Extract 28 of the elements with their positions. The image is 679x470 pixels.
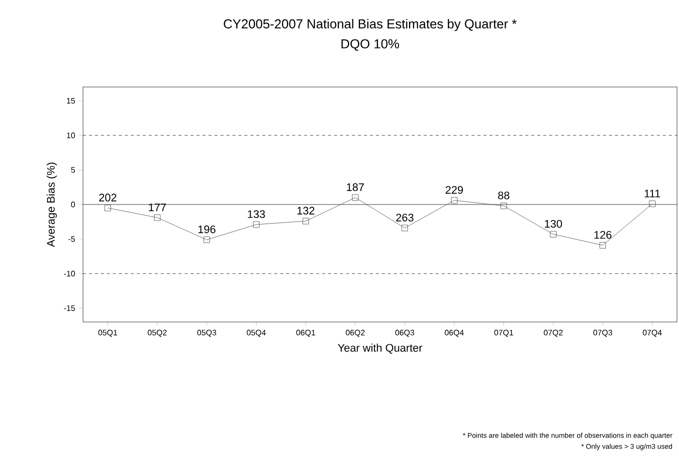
annotation: 263 (396, 214, 414, 222)
point (104, 204, 111, 212)
point (600, 242, 606, 248)
annotation: 229 (446, 186, 463, 194)
point (302, 218, 309, 224)
x-axis-title: Year with Quarter (338, 344, 422, 354)
point (204, 236, 210, 243)
annotation: 88 (498, 192, 510, 200)
chart-title: CY2005-2007 National Bias Estimates by Quarter * (224, 18, 517, 32)
annotation: 126 (594, 231, 612, 239)
annotation: 177 (148, 204, 166, 212)
annotation: 187 (346, 183, 364, 192)
annotation: 202 (99, 194, 116, 202)
y-axis-title: Average Bias (%) (46, 162, 57, 248)
chart-subtitle: DQO 10% (342, 39, 400, 51)
annotation: 111 (644, 190, 660, 198)
annotation: 130 (544, 220, 562, 228)
point (550, 231, 556, 238)
annotation: 132 (297, 206, 314, 215)
point (402, 224, 408, 232)
point (154, 214, 160, 221)
annotation: 133 (248, 210, 265, 218)
point (500, 202, 507, 210)
point (253, 221, 260, 228)
point (352, 194, 358, 201)
annotation: 196 (198, 225, 216, 234)
point (649, 200, 656, 207)
point (451, 197, 458, 204)
